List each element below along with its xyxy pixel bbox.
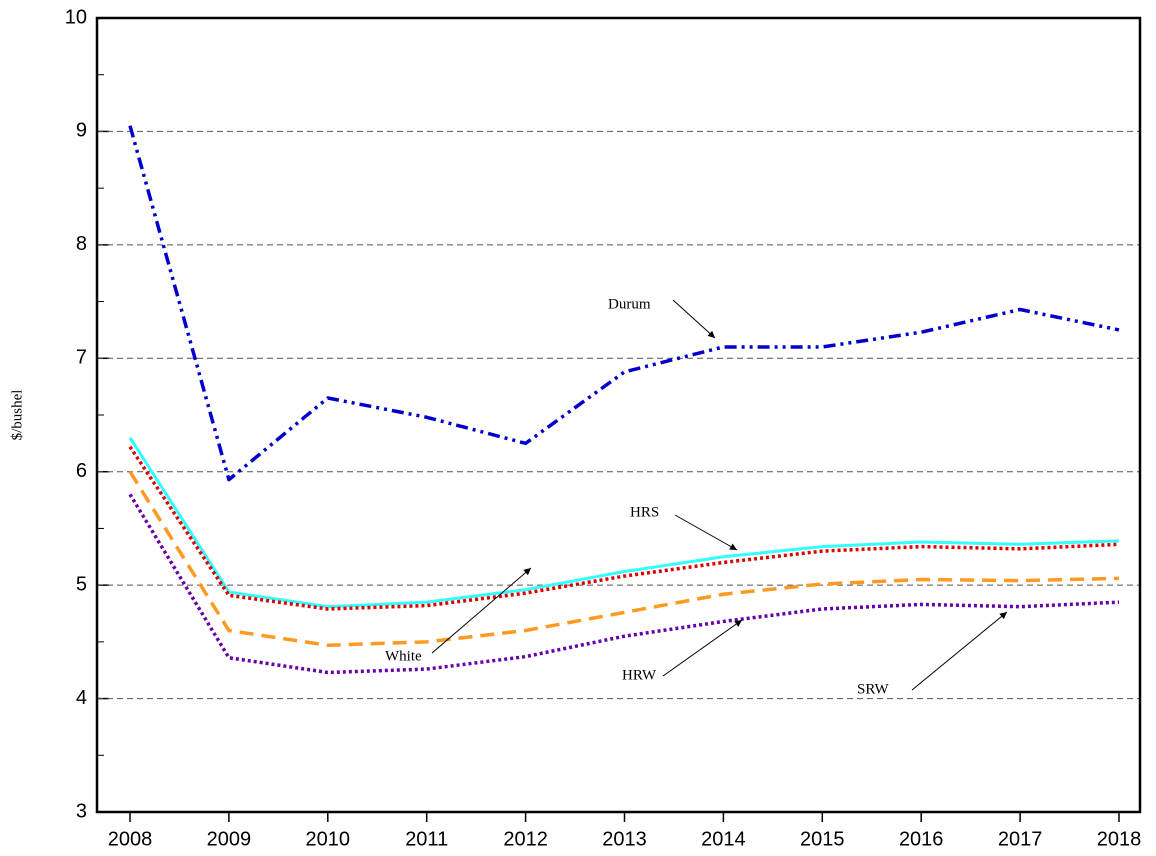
y-tick-label: 10: [65, 6, 87, 28]
series-annotation: HRS: [630, 504, 659, 520]
y-tick-label: 4: [76, 687, 87, 709]
y-tick-label: 8: [76, 233, 87, 255]
y-tick-label: 3: [76, 800, 87, 822]
y-tick-label: 5: [76, 573, 87, 595]
x-tick-label: 2009: [207, 828, 252, 850]
series-line: [128, 470, 1120, 648]
x-tick-label: 2015: [800, 828, 845, 850]
series-line: [128, 445, 1120, 611]
y-axis-label: $/bushel: [9, 390, 25, 441]
annotation-arrow: [662, 619, 743, 677]
plot-frame: [95, 16, 1142, 814]
series-annotation: Durum: [608, 296, 651, 312]
x-tick-label: 2018: [1097, 828, 1142, 850]
y-tick-label: 7: [76, 347, 87, 369]
annotation-arrow: [431, 567, 532, 654]
series-line: [128, 493, 1120, 675]
y-tick-label: 9: [76, 120, 87, 142]
x-tick-label: 2008: [108, 828, 153, 850]
series-annotation: HRW: [622, 667, 657, 683]
x-tick-label: 2011: [405, 828, 448, 850]
annotation-arrow: [911, 611, 1008, 691]
series-line: [128, 436, 1120, 609]
series-annotation: White: [385, 648, 422, 664]
x-tick-label: 2012: [503, 828, 548, 850]
annotation-arrow: [674, 514, 738, 551]
annotation-arrow: [672, 299, 716, 339]
series-annotation: SRW: [857, 681, 890, 697]
y-tick-label: 6: [76, 460, 87, 482]
series-line: [128, 125, 1120, 482]
x-tick-label: 2014: [701, 828, 746, 850]
x-tick-label: 2010: [306, 828, 351, 850]
x-tick-label: 2016: [899, 828, 944, 850]
x-tick-label: 2017: [998, 828, 1043, 850]
x-tick-label: 2013: [602, 828, 647, 850]
